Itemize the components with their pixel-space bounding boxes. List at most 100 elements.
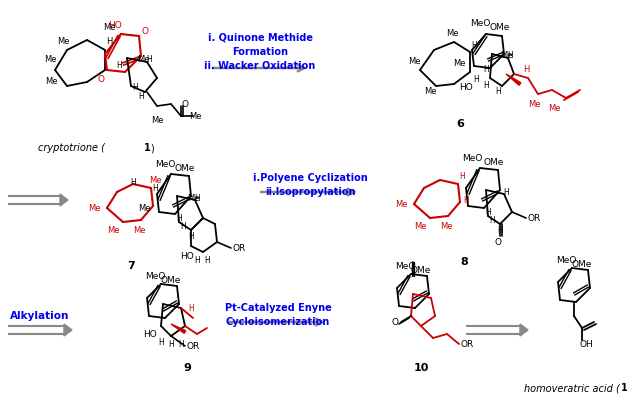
Text: O: O [495, 238, 502, 247]
Text: Me: Me [528, 99, 540, 109]
Text: Me: Me [137, 55, 149, 65]
Text: H: H [130, 178, 136, 187]
Text: H: H [507, 51, 513, 60]
Text: H: H [180, 222, 186, 231]
Polygon shape [60, 194, 68, 206]
Text: HO: HO [108, 21, 122, 30]
Text: MeO: MeO [470, 19, 490, 28]
Text: Formation: Formation [232, 47, 288, 57]
Text: H: H [178, 339, 184, 349]
Text: H: H [106, 37, 112, 46]
Text: H: H [194, 194, 200, 203]
Text: 1: 1 [144, 143, 150, 153]
Text: Me: Me [440, 222, 452, 231]
Text: Me: Me [133, 226, 145, 235]
Text: H: H [459, 171, 465, 180]
Text: Me: Me [107, 226, 119, 235]
Text: Me: Me [150, 115, 163, 125]
Text: H: H [176, 213, 182, 222]
Text: Me: Me [453, 60, 466, 69]
Text: Me: Me [187, 194, 199, 203]
Text: Me: Me [408, 58, 420, 67]
Text: Me: Me [88, 203, 101, 212]
Text: Me: Me [189, 111, 201, 120]
Text: H: H [473, 76, 479, 85]
Text: Me: Me [500, 51, 512, 60]
Text: H: H [485, 208, 491, 217]
Text: O: O [98, 76, 105, 85]
Text: Cycloisomerization: Cycloisomerization [226, 317, 330, 327]
Text: OMe: OMe [490, 23, 510, 32]
Text: OR: OR [233, 243, 246, 252]
Text: 9: 9 [183, 363, 191, 373]
Text: H: H [188, 231, 194, 240]
Text: MeO: MeO [155, 159, 175, 169]
Text: Alkylation: Alkylation [10, 311, 70, 321]
Text: O: O [181, 99, 189, 109]
Text: Me: Me [548, 104, 561, 113]
Text: H: H [152, 183, 158, 192]
Text: HO: HO [143, 330, 157, 339]
Text: H: H [138, 92, 144, 101]
Text: H: H [204, 256, 210, 265]
Text: OR: OR [186, 342, 199, 351]
Text: Me: Me [414, 222, 426, 231]
Text: 8: 8 [460, 257, 468, 267]
Text: H: H [523, 65, 529, 74]
Text: O: O [391, 318, 399, 326]
Text: HO: HO [459, 83, 473, 92]
Text: ii.Isopropylation: ii.Isopropylation [265, 187, 356, 197]
Text: OMe: OMe [572, 259, 592, 268]
Text: Me: Me [149, 175, 161, 185]
Text: MeO: MeO [556, 256, 576, 265]
Text: H: H [471, 42, 477, 51]
Text: 10: 10 [413, 363, 429, 373]
Text: Me: Me [57, 37, 69, 46]
Text: O: O [142, 28, 149, 37]
Text: OMe: OMe [175, 164, 195, 173]
Text: Me: Me [44, 55, 56, 65]
Text: OMe: OMe [411, 266, 431, 275]
Text: Me: Me [103, 23, 115, 32]
Text: OMe: OMe [484, 157, 504, 166]
Text: H: H [188, 303, 194, 312]
Text: Me: Me [139, 203, 151, 212]
Text: H: H [489, 215, 495, 224]
Text: H: H [497, 226, 503, 235]
Text: Me: Me [424, 88, 436, 97]
Text: 11: 11 [621, 383, 627, 393]
Polygon shape [64, 324, 72, 336]
Text: cryptotrione (: cryptotrione ( [38, 143, 105, 153]
Text: OMe: OMe [161, 275, 181, 284]
Text: OR: OR [527, 213, 540, 222]
Text: H: H [132, 83, 138, 92]
Text: H: H [463, 196, 469, 205]
Text: ii. Wacker Oxidation: ii. Wacker Oxidation [204, 61, 315, 71]
Text: i.Polyene Cyclization: i.Polyene Cyclization [253, 173, 367, 183]
Text: Me: Me [45, 78, 57, 86]
Text: HO: HO [180, 252, 194, 261]
Text: ): ) [150, 143, 154, 153]
Text: Pt-Catalyzed Enyne: Pt-Catalyzed Enyne [224, 303, 332, 313]
Text: H: H [116, 62, 122, 71]
Polygon shape [506, 74, 521, 85]
Text: i. Quinone Methide: i. Quinone Methide [208, 33, 312, 43]
Text: H: H [158, 337, 164, 346]
Text: 6: 6 [456, 119, 464, 129]
Text: MeO: MeO [462, 153, 482, 162]
Polygon shape [171, 324, 186, 333]
Text: H: H [146, 55, 152, 65]
Text: Me: Me [396, 199, 408, 208]
Text: H: H [194, 256, 200, 265]
Text: homoveratric acid (: homoveratric acid ( [524, 383, 620, 393]
Text: H: H [495, 88, 501, 97]
Text: H: H [483, 81, 489, 90]
Text: OR: OR [460, 339, 473, 349]
Text: H: H [168, 339, 174, 349]
Text: H: H [483, 65, 489, 74]
Text: Me: Me [446, 30, 458, 39]
Text: OH: OH [579, 339, 593, 349]
Text: MeO: MeO [145, 272, 166, 280]
Text: H: H [503, 187, 509, 196]
Text: 7: 7 [127, 261, 135, 271]
